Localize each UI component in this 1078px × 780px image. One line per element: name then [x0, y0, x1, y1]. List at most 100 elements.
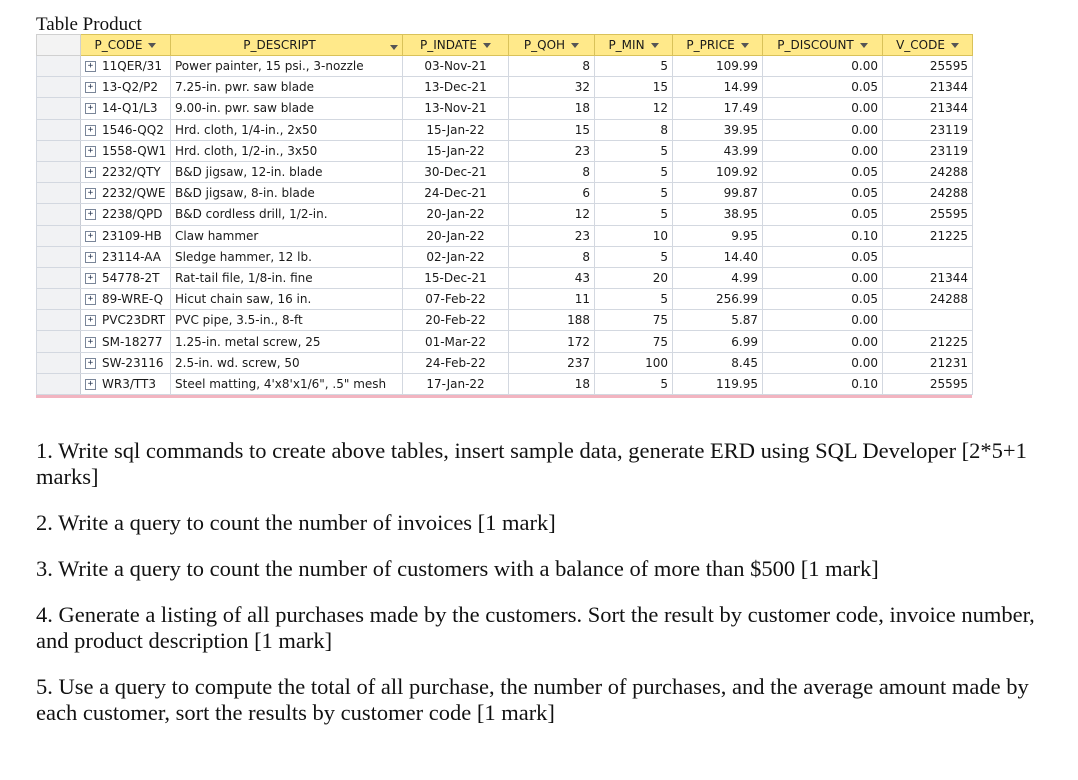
p-min-cell[interactable]: 5 — [594, 203, 673, 226]
row-selector[interactable] — [36, 245, 81, 268]
row-selector[interactable] — [36, 139, 81, 162]
p-price-cell[interactable]: 9.95 — [672, 224, 763, 247]
column-header[interactable]: P_INDATE — [402, 34, 509, 56]
p-indate-cell[interactable]: 20-Jan-22 — [402, 224, 509, 247]
dropdown-arrow-icon[interactable] — [482, 43, 491, 48]
expand-row-icon[interactable]: + — [85, 188, 96, 200]
p-descript-cell[interactable]: Steel matting, 4'x8'x1/6", .5" mesh — [170, 372, 403, 396]
row-selector[interactable] — [36, 97, 81, 120]
p-min-cell[interactable]: 5 — [594, 182, 673, 205]
v-code-cell[interactable]: 24288 — [882, 288, 973, 311]
table-row[interactable]: +1558-QW1 Hrd. cloth, 1/2-in., 3x50 15-Jan… — [36, 139, 973, 162]
p-code-cell[interactable]: +54778-2T — [80, 266, 171, 290]
expand-row-icon[interactable]: + — [85, 230, 96, 242]
row-selector[interactable] — [36, 160, 81, 184]
expand-row-icon[interactable]: + — [85, 124, 96, 136]
p-qoh-cell[interactable]: 8 — [508, 245, 595, 268]
p-qoh-cell[interactable]: 43 — [508, 266, 595, 290]
row-selector[interactable] — [36, 54, 81, 78]
p-qoh-cell[interactable]: 8 — [508, 160, 595, 184]
p-min-cell[interactable]: 15 — [594, 76, 673, 99]
p-price-cell[interactable]: 119.95 — [672, 372, 763, 396]
p-qoh-cell[interactable]: 23 — [508, 224, 595, 247]
dropdown-arrow-icon[interactable] — [650, 43, 659, 48]
table-row[interactable]: +13-Q2/P2 7.25-in. pwr. saw blade 13-Dec-2… — [36, 76, 973, 99]
v-code-cell[interactable]: 25595 — [882, 54, 973, 78]
p-indate-cell[interactable]: 02-Jan-22 — [402, 245, 509, 268]
p-discount-cell[interactable]: 0.00 — [762, 118, 883, 141]
p-min-cell[interactable]: 5 — [594, 54, 673, 78]
p-code-cell[interactable]: +23109-HB — [80, 224, 171, 247]
p-min-cell[interactable]: 5 — [594, 372, 673, 396]
p-price-cell[interactable]: 4.99 — [672, 266, 763, 290]
p-code-cell[interactable]: +89-WRE-Q — [80, 288, 171, 311]
p-min-cell[interactable]: 100 — [594, 351, 673, 374]
p-code-cell[interactable]: + WR3/TT3 — [80, 372, 171, 396]
v-code-cell[interactable]: 24288 — [882, 182, 973, 205]
v-code-cell[interactable]: 23119 — [882, 139, 973, 162]
p-price-cell[interactable]: 14.40 — [672, 245, 763, 268]
p-qoh-cell[interactable]: 32 — [508, 76, 595, 99]
p-indate-cell[interactable]: 13-Dec-21 — [402, 76, 509, 99]
p-min-cell[interactable]: 5 — [594, 245, 673, 268]
v-code-cell[interactable]: 25595 — [882, 372, 973, 396]
p-descript-cell[interactable]: Hicut chain saw, 16 in. — [170, 288, 403, 311]
p-discount-cell[interactable]: 0.05 — [762, 288, 883, 311]
row-selector[interactable] — [36, 118, 81, 141]
p-indate-cell[interactable]: 15-Jan-22 — [402, 118, 509, 141]
p-indate-cell[interactable]: 07-Feb-22 — [402, 288, 509, 311]
p-discount-cell[interactable]: 0.10 — [762, 224, 883, 247]
column-header[interactable]: P_MIN — [594, 34, 673, 56]
p-price-cell[interactable]: 14.99 — [672, 76, 763, 99]
p-price-cell[interactable]: 39.95 — [672, 118, 763, 141]
expand-row-icon[interactable]: + — [85, 378, 96, 390]
p-code-cell[interactable]: +2238/QPD — [80, 203, 171, 226]
p-discount-cell[interactable]: 0.05 — [762, 160, 883, 184]
p-indate-cell[interactable]: 15-Jan-22 — [402, 139, 509, 162]
p-min-cell[interactable]: 5 — [594, 160, 673, 184]
p-qoh-cell[interactable]: 18 — [508, 372, 595, 396]
p-discount-cell[interactable]: 0.05 — [762, 203, 883, 226]
table-row[interactable]: +23109-HB Claw hammer 20-Jan-22 23 10 9.95 0.1… — [36, 224, 973, 247]
p-code-cell[interactable]: +2232/QTY — [80, 160, 171, 184]
row-selector[interactable] — [36, 182, 81, 205]
p-qoh-cell[interactable]: 23 — [508, 139, 595, 162]
p-qoh-cell[interactable]: 12 — [508, 203, 595, 226]
p-min-cell[interactable]: 5 — [594, 288, 673, 311]
table-row[interactable]: + SW-23116 2.5-in. wd. screw, 50 24-Feb-22 2… — [36, 351, 973, 374]
row-selector-header[interactable] — [36, 34, 81, 56]
expand-row-icon[interactable]: + — [85, 272, 96, 284]
p-discount-cell[interactable]: 0.00 — [762, 54, 883, 78]
row-selector[interactable] — [36, 372, 81, 396]
p-indate-cell[interactable]: 30-Dec-21 — [402, 160, 509, 184]
table-row[interactable]: + PVC23DRT PVC pipe, 3.5-in., 8-ft 20-Feb-2… — [36, 309, 973, 332]
p-descript-cell[interactable]: Hrd. cloth, 1/4-in., 2x50 — [170, 118, 403, 141]
expand-row-icon[interactable]: + — [85, 315, 96, 327]
p-min-cell[interactable]: 12 — [594, 97, 673, 120]
v-code-cell[interactable]: 21344 — [882, 97, 973, 120]
p-descript-cell[interactable]: B&D jigsaw, 8-in. blade — [170, 182, 403, 205]
p-qoh-cell[interactable]: 237 — [508, 351, 595, 374]
v-code-cell[interactable]: 21344 — [882, 76, 973, 99]
v-code-cell[interactable]: 21225 — [882, 330, 973, 353]
table-row[interactable]: +89-WRE-Q Hicut chain saw, 16 in. 07-Feb-2… — [36, 288, 973, 311]
dropdown-arrow-icon[interactable] — [390, 45, 398, 50]
p-qoh-cell[interactable]: 11 — [508, 288, 595, 311]
v-code-cell[interactable]: 21225 — [882, 224, 973, 247]
p-price-cell[interactable]: 256.99 — [672, 288, 763, 311]
p-descript-cell[interactable]: Rat-tail file, 1/8-in. fine — [170, 266, 403, 290]
p-price-cell[interactable]: 6.99 — [672, 330, 763, 353]
p-descript-cell[interactable]: Hrd. cloth, 1/2-in., 3x50 — [170, 139, 403, 162]
p-descript-cell[interactable]: B&D jigsaw, 12-in. blade — [170, 160, 403, 184]
table-row[interactable]: +54778-2T Rat-tail file, 1/8-in. fine 15-D… — [36, 266, 973, 290]
dropdown-arrow-icon[interactable] — [859, 43, 868, 48]
p-discount-cell[interactable]: 0.00 — [762, 97, 883, 120]
p-descript-cell[interactable]: PVC pipe, 3.5-in., 8-ft — [170, 309, 403, 332]
p-min-cell[interactable]: 8 — [594, 118, 673, 141]
row-selector[interactable] — [36, 203, 81, 226]
table-row[interactable]: +1546-QQ2 Hrd. cloth, 1/4-in., 2x50 15-Jan… — [36, 118, 973, 141]
p-price-cell[interactable]: 5.87 — [672, 309, 763, 332]
expand-row-icon[interactable]: + — [85, 294, 96, 306]
expand-row-icon[interactable]: + — [85, 82, 96, 94]
expand-row-icon[interactable]: + — [85, 357, 96, 369]
